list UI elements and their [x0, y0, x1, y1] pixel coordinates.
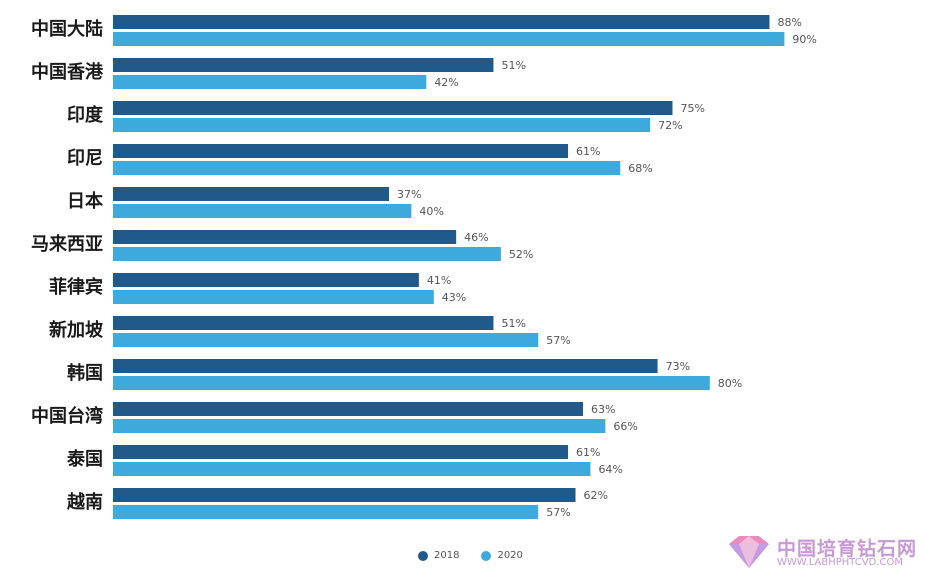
- bar-2020: [113, 419, 606, 433]
- data-label-2018: 51%: [501, 59, 525, 72]
- watermark-title: 中国培育钻石网: [777, 538, 918, 560]
- data-label-2018: 61%: [576, 145, 600, 158]
- data-label-2020: 72%: [658, 119, 682, 132]
- bar-2020: [113, 118, 651, 132]
- data-label-2018: 75%: [681, 102, 705, 115]
- category-group: 印尼 61% 68%: [67, 144, 653, 175]
- legend-swatch-2018: [418, 550, 428, 561]
- category-label: 韩国: [67, 362, 103, 384]
- bar-2018: [113, 15, 770, 29]
- bar-2020: [113, 75, 427, 89]
- data-label-2020: 52%: [509, 248, 533, 261]
- bar-2020: [113, 462, 591, 476]
- bar-2018: [113, 101, 673, 115]
- data-label-2020: 64%: [598, 463, 622, 476]
- category-group: 韩国 73% 80%: [67, 359, 742, 390]
- legend-item-2020: 2020: [481, 550, 523, 561]
- bar-2018: [113, 144, 569, 158]
- bar-2020: [113, 32, 785, 46]
- bar-2020: [113, 505, 539, 519]
- category-group: 日本 37% 40%: [67, 187, 444, 218]
- data-label-2020: 40%: [419, 205, 443, 218]
- bar-2020: [113, 376, 710, 390]
- bar-2020: [113, 333, 539, 347]
- legend-item-2018: 2018: [418, 550, 459, 561]
- chart-legend: 2018 2020: [418, 550, 523, 561]
- category-group: 新加坡 51% 57%: [49, 316, 571, 347]
- bar-2018: [113, 402, 583, 416]
- data-label-2018: 73%: [666, 360, 690, 373]
- category-label: 菲律宾: [49, 276, 103, 298]
- category-label: 泰国: [66, 448, 103, 470]
- category-group: 泰国 61% 64%: [66, 445, 623, 476]
- category-group: 菲律宾 41% 43%: [49, 273, 466, 304]
- bar-2018: [113, 230, 457, 244]
- diamond-logo-icon: [729, 536, 769, 568]
- bar-2020: [113, 161, 621, 175]
- data-label-2018: 46%: [464, 231, 488, 244]
- category-label: 越南: [66, 491, 103, 513]
- legend-label-2018: 2018: [434, 550, 460, 561]
- bar-2018: [113, 58, 494, 72]
- category-label: 马来西亚: [31, 234, 103, 255]
- bar-2018: [113, 445, 569, 459]
- watermark-subtitle: WWW.LABHPHTCVD.COM: [777, 557, 903, 568]
- data-label-2018: 37%: [397, 188, 421, 201]
- category-group: 中国大陆 88% 90%: [31, 15, 817, 46]
- category-label: 日本: [67, 190, 103, 212]
- watermark: 中国培育钻石网 WWW.LABHPHTCVD.COM: [725, 532, 920, 570]
- bar-2018: [113, 488, 576, 502]
- data-label-2020: 90%: [792, 33, 816, 46]
- data-label-2018: 41%: [427, 274, 451, 287]
- data-label-2020: 57%: [546, 334, 570, 347]
- data-label-2020: 80%: [718, 377, 742, 390]
- category-label: 新加坡: [49, 319, 104, 341]
- bar-2020: [113, 290, 434, 304]
- data-label-2018: 88%: [777, 16, 801, 29]
- bar-2018: [113, 273, 419, 287]
- data-label-2020: 43%: [442, 291, 466, 304]
- legend-label-2020: 2020: [497, 550, 523, 561]
- data-label-2018: 63%: [591, 403, 615, 416]
- category-group: 印度 75% 72%: [67, 101, 705, 132]
- data-label-2020: 68%: [628, 162, 652, 175]
- data-label-2018: 61%: [576, 446, 600, 459]
- category-label: 中国香港: [31, 61, 104, 83]
- category-label: 中国大陆: [31, 18, 103, 40]
- data-label-2020: 66%: [613, 420, 637, 433]
- category-group: 越南 62% 57%: [66, 488, 608, 519]
- bar-2018: [113, 359, 658, 373]
- bar-2020: [113, 204, 412, 218]
- category-group: 中国台湾 63% 66%: [31, 402, 638, 433]
- category-group: 马来西亚 46% 52%: [31, 230, 533, 261]
- category-label: 印尼: [67, 148, 103, 169]
- data-label-2020: 57%: [546, 506, 570, 519]
- bar-2018: [113, 187, 390, 201]
- category-group: 中国香港 51% 42%: [31, 58, 526, 89]
- data-label-2018: 62%: [584, 489, 608, 502]
- data-label-2018: 51%: [501, 317, 525, 330]
- bar-2018: [113, 316, 494, 330]
- category-label: 印度: [67, 104, 104, 126]
- legend-swatch-2020: [481, 550, 492, 561]
- category-label: 中国台湾: [31, 405, 103, 427]
- data-label-2020: 42%: [434, 76, 458, 89]
- bar-2020: [113, 247, 501, 261]
